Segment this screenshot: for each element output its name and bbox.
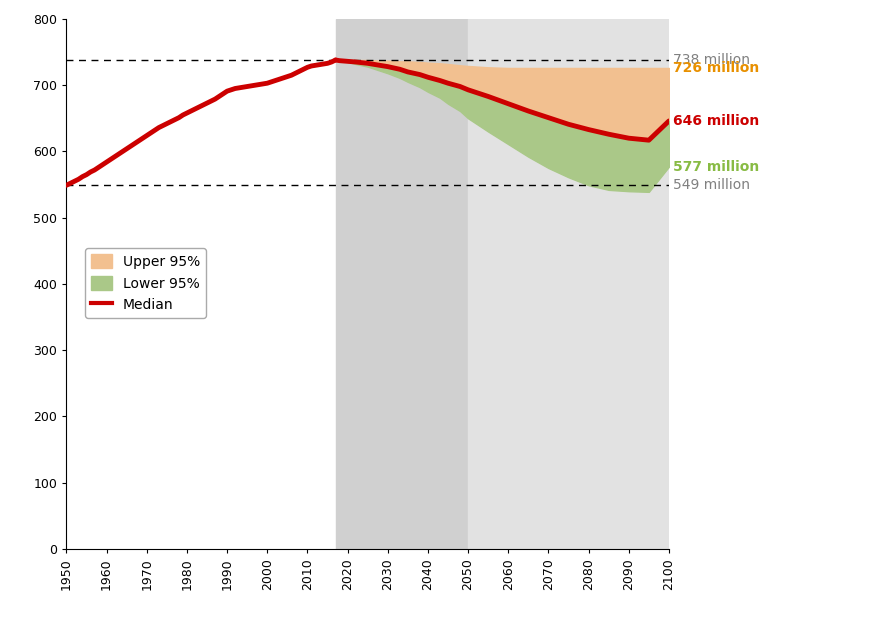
Text: 549 million: 549 million — [673, 178, 750, 192]
Text: 646 million: 646 million — [673, 114, 759, 128]
Bar — [468, 19, 669, 549]
Text: 738 million: 738 million — [673, 53, 750, 67]
Bar — [336, 19, 468, 549]
Text: 726 million: 726 million — [673, 61, 759, 75]
Legend: Upper 95%, Lower 95%, Median: Upper 95%, Lower 95%, Median — [85, 249, 206, 318]
Text: 577 million: 577 million — [673, 160, 759, 174]
